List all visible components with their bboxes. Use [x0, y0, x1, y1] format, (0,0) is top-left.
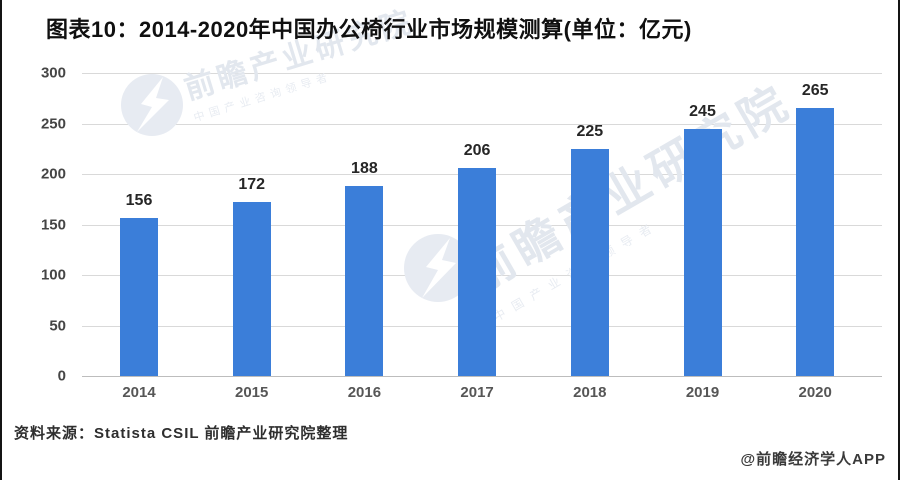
- bar-value-label: 265: [801, 82, 829, 100]
- gridline: [82, 123, 882, 125]
- bar-value-label: 188: [351, 160, 378, 178]
- bar-2017: [458, 167, 497, 376]
- y-axis-tick-label: 50: [49, 317, 66, 334]
- y-axis-tick-label: 100: [40, 266, 66, 284]
- bar-2015: [232, 202, 271, 376]
- gridline: [82, 376, 882, 377]
- bar-value-label: 172: [238, 176, 266, 194]
- bar-value-label: 206: [463, 141, 491, 159]
- bar-value-label: 225: [576, 122, 604, 140]
- chart-title: 图表10：2014-2020年中国办公椅行业市场规模测算(单位：亿元): [46, 17, 692, 42]
- y-axis-tick-label: 250: [40, 115, 66, 132]
- x-axis-tick-label: 2016: [347, 384, 382, 401]
- bar-2016: [345, 186, 384, 376]
- bar-2019: [683, 128, 722, 376]
- x-axis-tick-label: 2015: [235, 384, 269, 401]
- y-axis-tick-label: 0: [57, 367, 66, 385]
- x-axis-tick-label: 2017: [460, 384, 494, 401]
- x-axis-tick-label: 2019: [685, 384, 720, 401]
- bar-2020: [796, 108, 835, 376]
- bar-value-label: 245: [689, 102, 716, 120]
- x-axis-tick-label: 2014: [122, 384, 156, 401]
- gridline: [82, 73, 882, 74]
- x-axis-tick-label: 2018: [573, 384, 607, 401]
- y-axis-tick-label: 150: [40, 216, 66, 233]
- source-note: 资料来源：Statista CSIL 前瞻产业研究院整理: [14, 425, 349, 442]
- credit-text: @前瞻经济学人APP: [740, 451, 886, 468]
- y-axis-tick-label: 200: [40, 165, 66, 183]
- y-axis-tick-label: 300: [40, 64, 66, 82]
- bar-2014: [120, 218, 158, 376]
- x-axis-tick-label: 2020: [798, 384, 832, 401]
- bar-value-label: 156: [125, 192, 153, 210]
- bar-2018: [570, 148, 609, 376]
